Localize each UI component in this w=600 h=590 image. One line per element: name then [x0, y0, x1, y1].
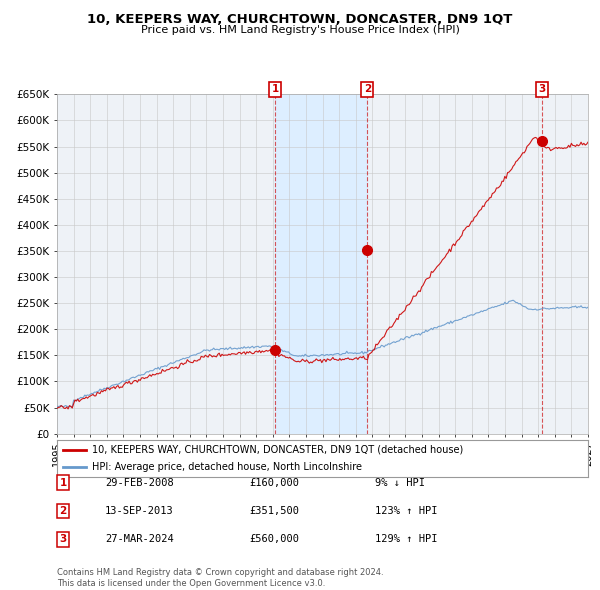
Text: 3: 3	[538, 84, 545, 94]
Bar	[275, 94, 367, 434]
Text: 9% ↓ HPI: 9% ↓ HPI	[375, 478, 425, 487]
Text: 129% ↑ HPI: 129% ↑ HPI	[375, 535, 437, 544]
Text: 10, KEEPERS WAY, CHURCHTOWN, DONCASTER, DN9 1QT (detached house): 10, KEEPERS WAY, CHURCHTOWN, DONCASTER, …	[92, 445, 463, 454]
Text: 27-MAR-2024: 27-MAR-2024	[105, 535, 174, 544]
Text: 2: 2	[364, 84, 371, 94]
Text: £351,500: £351,500	[249, 506, 299, 516]
Text: 123% ↑ HPI: 123% ↑ HPI	[375, 506, 437, 516]
Text: 1: 1	[272, 84, 279, 94]
Text: 3: 3	[59, 535, 67, 544]
Text: £560,000: £560,000	[249, 535, 299, 544]
Text: 2: 2	[59, 506, 67, 516]
Text: Price paid vs. HM Land Registry's House Price Index (HPI): Price paid vs. HM Land Registry's House …	[140, 25, 460, 35]
Text: 1: 1	[59, 478, 67, 487]
Text: Contains HM Land Registry data © Crown copyright and database right 2024.
This d: Contains HM Land Registry data © Crown c…	[57, 568, 383, 588]
Text: 10, KEEPERS WAY, CHURCHTOWN, DONCASTER, DN9 1QT: 10, KEEPERS WAY, CHURCHTOWN, DONCASTER, …	[88, 13, 512, 26]
Text: £160,000: £160,000	[249, 478, 299, 487]
Text: 13-SEP-2013: 13-SEP-2013	[105, 506, 174, 516]
Text: HPI: Average price, detached house, North Lincolnshire: HPI: Average price, detached house, Nort…	[92, 462, 362, 471]
Text: 29-FEB-2008: 29-FEB-2008	[105, 478, 174, 487]
